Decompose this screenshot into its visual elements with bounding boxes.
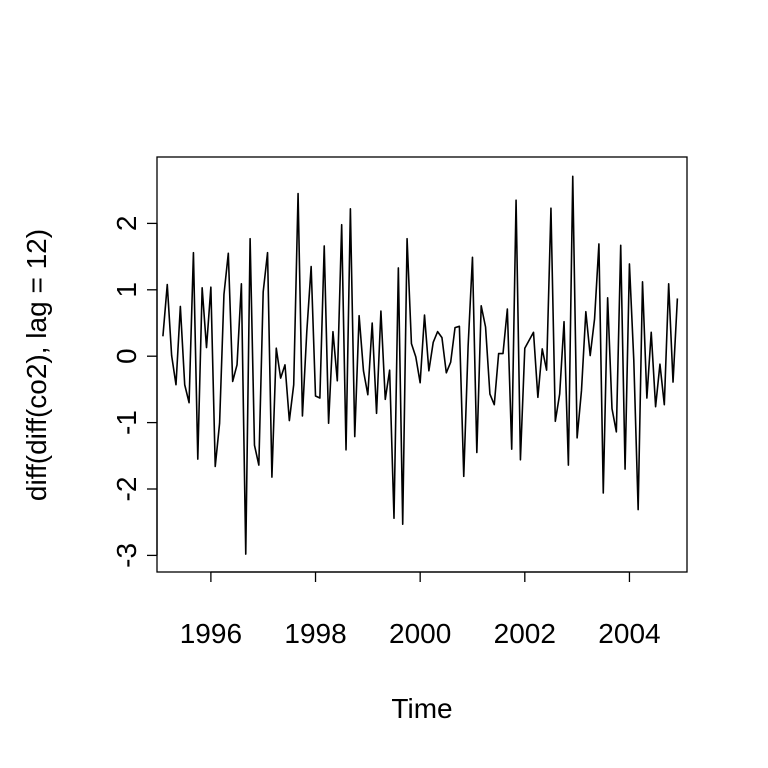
y-tick-label: 1 bbox=[111, 282, 142, 298]
x-tick-label: 2000 bbox=[389, 618, 451, 649]
y-axis-label: diff(diff(co2), lag = 12) bbox=[21, 229, 52, 501]
x-tick-label: 2004 bbox=[598, 618, 660, 649]
x-tick-label: 1996 bbox=[180, 618, 242, 649]
y-tick-label: 2 bbox=[111, 216, 142, 232]
y-tick-label: -2 bbox=[111, 477, 142, 502]
x-axis: 1996 1998 2000 2002 2004 bbox=[180, 571, 661, 649]
x-tick-label: 1998 bbox=[284, 618, 346, 649]
series-layer bbox=[162, 175, 679, 555]
x-axis-label: Time bbox=[391, 693, 452, 724]
y-tick-label: 0 bbox=[111, 348, 142, 364]
series-line-0 bbox=[162, 175, 679, 555]
y-tick-label: -1 bbox=[111, 410, 142, 435]
x-tick-label: 2002 bbox=[494, 618, 556, 649]
y-axis: -3 -2 -1 0 1 2 bbox=[111, 216, 158, 568]
y-tick-label: -3 bbox=[111, 543, 142, 568]
